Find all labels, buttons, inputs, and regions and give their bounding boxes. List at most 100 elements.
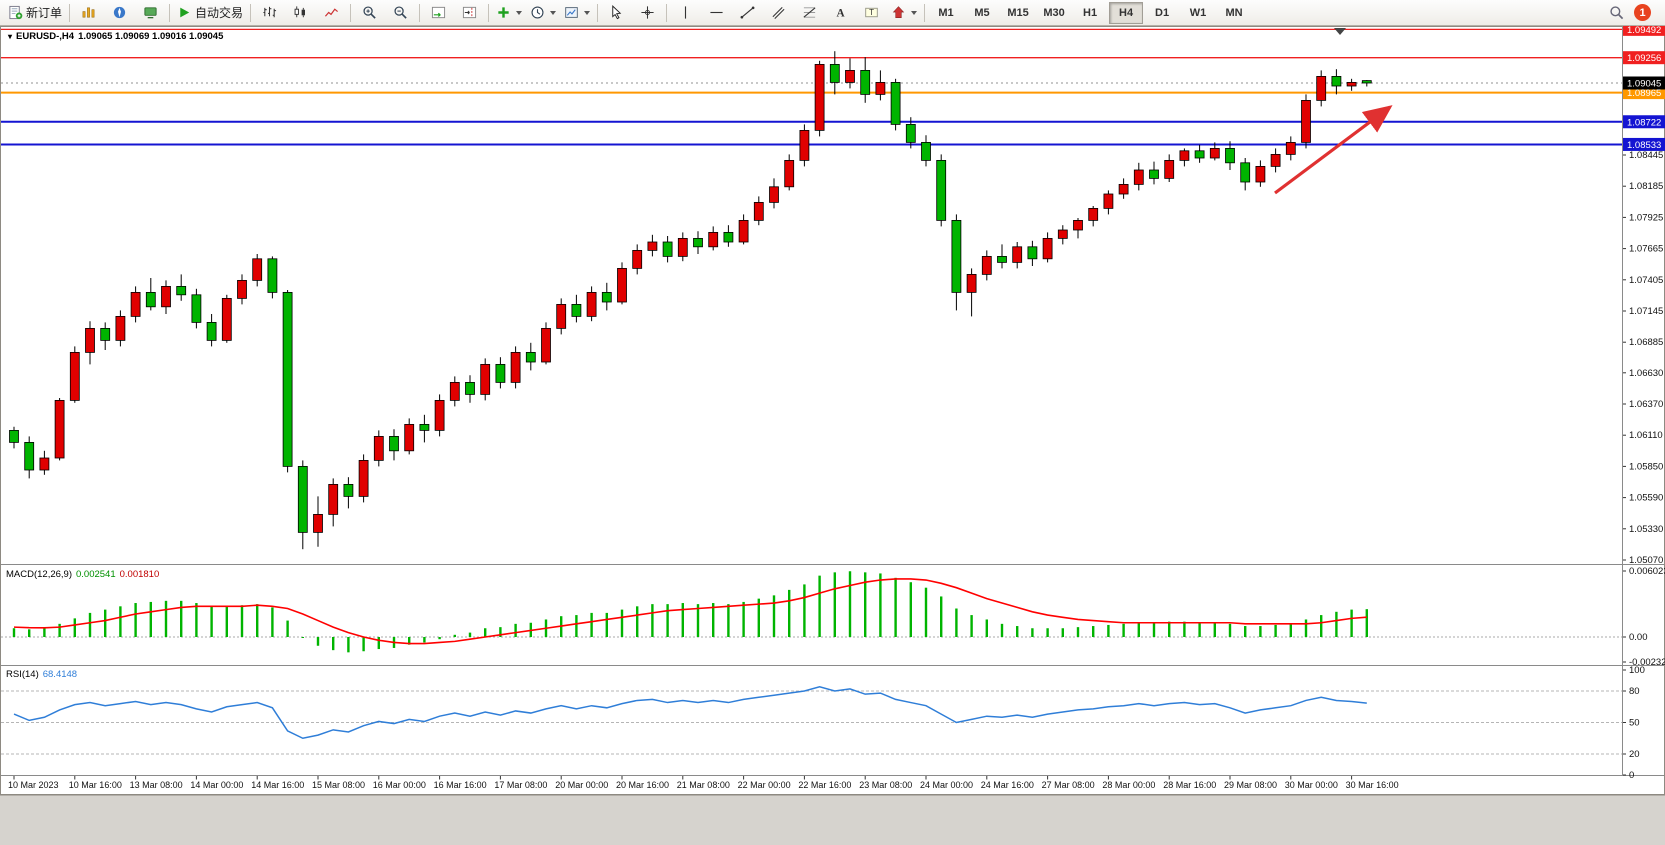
- trend-arrow-object[interactable]: [1274, 105, 1393, 195]
- rsi-indicator-label: RSI(14) 68.4148: [6, 669, 78, 680]
- new-order-button[interactable]: 新订单: [4, 1, 66, 25]
- price-axis-flag: [1623, 115, 1665, 129]
- svg-text:21 Mar 08:00: 21 Mar 08:00: [677, 780, 730, 790]
- svg-text:0.00: 0.00: [1629, 632, 1648, 643]
- zoom-out-button[interactable]: [385, 1, 416, 25]
- macd-signal-value: 0.001810: [119, 569, 160, 580]
- candle-chart-icon: [293, 5, 308, 20]
- time-axis[interactable]: 10 Mar 2023 10 Mar 16:00 13 Mar 08:00 14 Ma…: [1, 776, 1664, 795]
- svg-text:50: 50: [1629, 718, 1640, 729]
- crosshair-button[interactable]: [632, 1, 663, 25]
- macd-indicator-label: MACD(12,26,9) 0.002541 0.001810: [6, 569, 160, 580]
- cursor-button[interactable]: [601, 1, 632, 25]
- search-icon[interactable]: [1609, 5, 1624, 20]
- candlestick-chart-button[interactable]: [285, 1, 316, 25]
- rsi-panel[interactable]: 100 80 50 20 0: [1, 665, 1645, 781]
- templates-button[interactable]: [560, 1, 594, 25]
- autotrading-button[interactable]: 自动交易: [173, 1, 247, 25]
- play-icon: [177, 5, 192, 20]
- dropdown-caret-icon: [584, 10, 591, 15]
- svg-text:1.09045: 1.09045: [1627, 79, 1661, 90]
- notification-badge[interactable]: 1: [1634, 4, 1651, 21]
- svg-text:1.05850: 1.05850: [1629, 461, 1663, 472]
- main-chart-area[interactable]: [1, 28, 1622, 550]
- chart-shift-marker[interactable]: [1334, 28, 1346, 35]
- svg-text:1.07145: 1.07145: [1629, 306, 1663, 317]
- toolbar-separator: [666, 3, 668, 22]
- arrows-button[interactable]: [887, 1, 921, 25]
- svg-text:1.08185: 1.08185: [1629, 181, 1663, 192]
- zoom-out-icon: [393, 5, 408, 20]
- templates-icon: [564, 5, 579, 20]
- trendline-button[interactable]: [732, 1, 763, 25]
- svg-text:T: T: [869, 8, 874, 17]
- timeframe-m1-button[interactable]: M1: [938, 6, 954, 19]
- svg-text:30 Mar 00:00: 30 Mar 00:00: [1285, 780, 1338, 790]
- svg-text:1.06630: 1.06630: [1629, 368, 1663, 379]
- new-order-icon: [8, 5, 23, 20]
- line-chart-button[interactable]: [316, 1, 347, 25]
- terminal-button[interactable]: [135, 1, 166, 25]
- svg-text:1.07665: 1.07665: [1629, 244, 1663, 255]
- bar-chart-icon: [262, 5, 277, 20]
- timeframe-m15-button[interactable]: M15: [1007, 6, 1029, 19]
- timeframe-m30-button[interactable]: M30: [1043, 6, 1065, 19]
- indicators-button[interactable]: [492, 1, 526, 25]
- macd-panel[interactable]: 0.006023 0.00 -0.002324: [1, 566, 1665, 668]
- crosshair-icon: [640, 5, 655, 20]
- horizontal-line-button[interactable]: [701, 1, 732, 25]
- fibonacci-button[interactable]: [794, 1, 825, 25]
- trendline-icon: [740, 5, 755, 20]
- svg-text:27 Mar 08:00: 27 Mar 08:00: [1042, 780, 1095, 790]
- svg-text:14 Mar 00:00: 14 Mar 00:00: [190, 780, 243, 790]
- vertical-line-icon: [678, 5, 693, 20]
- timeframe-mn-button[interactable]: MN: [1225, 6, 1243, 19]
- svg-text:100: 100: [1629, 665, 1645, 676]
- channel-icon: [771, 5, 786, 20]
- one-click-trading-toggle[interactable]: ▾: [8, 31, 13, 41]
- svg-text:80: 80: [1629, 686, 1640, 697]
- text-icon: A: [833, 5, 848, 20]
- bar-chart-button[interactable]: [254, 1, 285, 25]
- chart-symbol: EURUSD-,H4: [16, 31, 75, 42]
- svg-text:-0.002324: -0.002324: [1629, 657, 1665, 668]
- timeframe-h1-button[interactable]: H1: [1083, 6, 1098, 19]
- price-axis[interactable]: 1.08445 1.08185 1.07925 1.07665 1.07405 1.071…: [1623, 22, 1665, 566]
- vertical-line-button[interactable]: [670, 1, 701, 25]
- svg-text:14 Mar 16:00: 14 Mar 16:00: [251, 780, 304, 790]
- equidistant-channel-button[interactable]: [763, 1, 794, 25]
- svg-text:1.06370: 1.06370: [1629, 399, 1663, 410]
- svg-text:13 Mar 08:00: 13 Mar 08:00: [130, 780, 183, 790]
- dropdown-caret-icon: [516, 10, 523, 15]
- auto-scroll-button[interactable]: [423, 1, 454, 25]
- svg-text:20 Mar 16:00: 20 Mar 16:00: [616, 780, 669, 790]
- text-button[interactable]: A: [825, 1, 856, 25]
- navigator-button[interactable]: [104, 1, 135, 25]
- dropdown-caret-icon: [550, 10, 557, 15]
- market-watch-button[interactable]: [73, 1, 104, 25]
- text-label-button[interactable]: T: [856, 1, 887, 25]
- timeframe-w1-button[interactable]: W1: [1189, 6, 1207, 19]
- periods-button[interactable]: [526, 1, 560, 25]
- toolbar-separator: [69, 3, 71, 22]
- timeframe-d1-button[interactable]: D1: [1155, 6, 1170, 19]
- svg-text:20 Mar 00:00: 20 Mar 00:00: [555, 780, 608, 790]
- autotrading-button-label: 自动交易: [195, 6, 244, 20]
- zoom-in-button[interactable]: [354, 1, 385, 25]
- timeframe-m5-button[interactable]: M5: [974, 6, 990, 19]
- svg-text:1.09256: 1.09256: [1627, 53, 1661, 64]
- toolbar-separator: [169, 3, 171, 22]
- periods-icon: [530, 5, 545, 20]
- chart-shift-button[interactable]: [454, 1, 485, 25]
- svg-text:0: 0: [1629, 770, 1634, 781]
- timeframe-h4-button[interactable]: H4: [1109, 1, 1144, 24]
- cursor-icon: [609, 5, 624, 20]
- svg-text:28 Mar 00:00: 28 Mar 00:00: [1102, 780, 1155, 790]
- svg-text:1.08445: 1.08445: [1629, 150, 1663, 161]
- price-axis-flag: [1623, 76, 1665, 90]
- chart-shift-icon: [462, 5, 477, 20]
- svg-text:28 Mar 16:00: 28 Mar 16:00: [1163, 780, 1216, 790]
- toolbar-right: 1: [1609, 4, 1661, 21]
- toolbar-separator: [419, 3, 421, 22]
